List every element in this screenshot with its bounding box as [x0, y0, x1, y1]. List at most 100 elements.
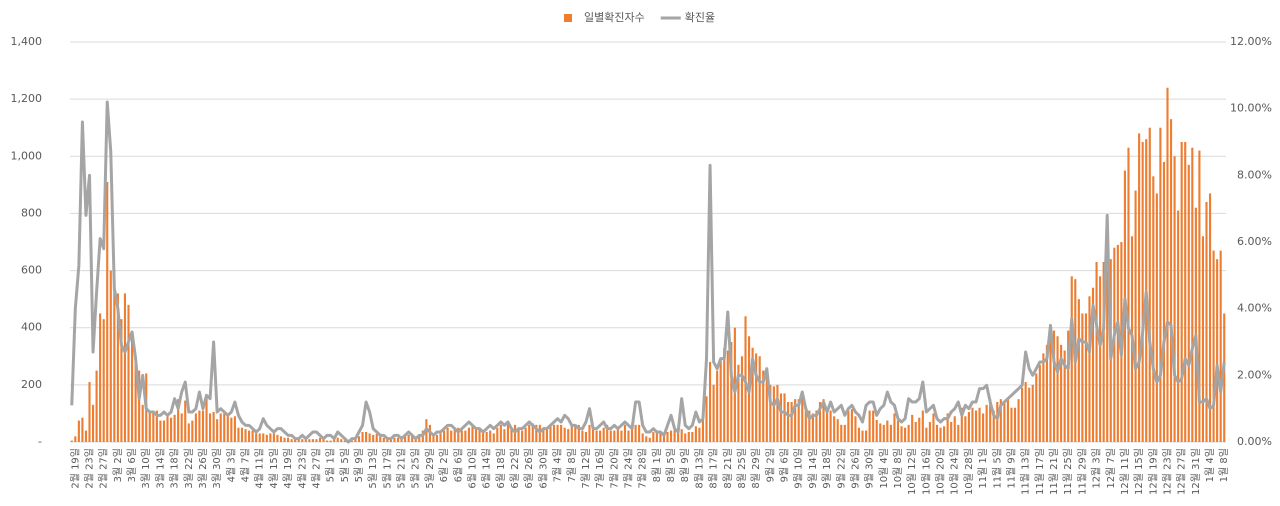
bar: [77, 420, 80, 442]
bar: [967, 412, 970, 442]
bar: [932, 413, 935, 442]
bar: [935, 424, 939, 442]
bar: [567, 429, 570, 442]
bar: [790, 402, 793, 442]
y-tick-label: 1,000: [11, 149, 43, 162]
y-tick-label: 800: [21, 206, 42, 219]
bar: [875, 420, 878, 442]
bar: [159, 420, 162, 442]
bar: [787, 402, 790, 442]
x-tick-label: 5월 25일: [410, 448, 422, 489]
x-tick-label: 9월 18일: [821, 448, 833, 489]
bar: [549, 426, 552, 442]
bar: [450, 430, 453, 442]
bar: [1180, 142, 1183, 442]
bar: [762, 370, 765, 442]
bar: [169, 417, 173, 442]
bar: [659, 433, 662, 442]
bar: [687, 432, 690, 442]
bar: [1060, 344, 1063, 442]
x-tick-label: 11월 25일: [1062, 448, 1074, 495]
bar: [244, 429, 247, 442]
x-tick-label: 5월 9일: [353, 448, 365, 482]
bar: [638, 424, 641, 442]
bar: [957, 424, 960, 442]
bar: [212, 412, 215, 442]
bar: [1219, 250, 1222, 442]
bar: [91, 404, 95, 442]
bar: [1049, 336, 1052, 442]
bar: [971, 407, 974, 442]
x-tick-label: 4월 7일: [240, 448, 252, 482]
x-tick-label: 5월 17일: [381, 448, 393, 489]
bar: [287, 437, 290, 442]
bar: [1166, 87, 1169, 442]
bar: [1045, 344, 1048, 442]
x-tick-label: 9월 6일: [779, 448, 791, 482]
bar: [1159, 127, 1162, 442]
bar: [545, 427, 549, 442]
bar: [1017, 399, 1020, 442]
x-tick-label: 5월 13일: [367, 448, 379, 489]
x-tick-label: 5월 5일: [339, 448, 351, 482]
bar: [524, 427, 527, 442]
bar: [797, 399, 800, 442]
bar: [478, 427, 481, 442]
bar: [818, 402, 822, 442]
bar: [826, 410, 829, 442]
bar: [623, 424, 627, 442]
bar: [460, 430, 463, 442]
y2-tick-label: 8.00%: [1237, 168, 1272, 181]
bar: [354, 439, 357, 442]
x-tick-label: 12월 31일: [1190, 448, 1202, 495]
bar: [216, 419, 219, 442]
bar: [531, 423, 534, 442]
bar: [1006, 399, 1009, 442]
bar: [499, 424, 502, 442]
bar: [333, 439, 336, 442]
bar: [854, 416, 857, 442]
bar: [1148, 127, 1151, 442]
bar: [329, 440, 332, 442]
bar: [301, 439, 304, 442]
x-tick-label: 3월 2일: [112, 448, 124, 482]
bar: [474, 429, 478, 442]
bar: [443, 430, 446, 442]
y-tick-label: -: [38, 435, 42, 448]
bar: [960, 407, 963, 442]
y2-tick-label: 10.00%: [1230, 102, 1272, 115]
bar: [815, 410, 818, 442]
bar: [783, 393, 786, 442]
x-tick-label: 8월 21일: [722, 448, 734, 489]
x-tick-label: 8월 13일: [693, 448, 705, 489]
bar: [602, 427, 605, 442]
bar: [240, 427, 244, 442]
bar: [865, 430, 868, 442]
bar: [879, 423, 882, 442]
bar: [698, 427, 701, 442]
bar: [485, 432, 488, 442]
bar: [152, 410, 155, 442]
bar: [581, 430, 584, 442]
y2-tick-label: 4.00%: [1237, 302, 1272, 315]
x-tick-label: 6월 18일: [495, 448, 507, 489]
bar: [560, 424, 563, 442]
bar: [1208, 193, 1212, 442]
bar: [914, 422, 917, 442]
bar: [258, 433, 261, 442]
x-tick-label: 4월 15일: [268, 448, 280, 489]
x-tick-label: 5월 29일: [424, 448, 436, 489]
bar: [716, 370, 719, 442]
bar: [1077, 299, 1080, 442]
x-tick-label: 5월 1일: [325, 448, 337, 482]
bar: [411, 434, 414, 442]
x-tick-label: 3월 26일: [197, 448, 209, 489]
bar: [396, 437, 400, 442]
y2-tick-label: 2.00%: [1237, 368, 1272, 381]
bar: [453, 427, 456, 442]
y2-tick-label: 0.00%: [1237, 435, 1272, 448]
x-tick-label: 12월 19일: [1147, 448, 1159, 495]
bar: [1088, 296, 1091, 442]
bar: [730, 342, 733, 442]
x-tick-label: 10월 8일: [892, 448, 904, 489]
